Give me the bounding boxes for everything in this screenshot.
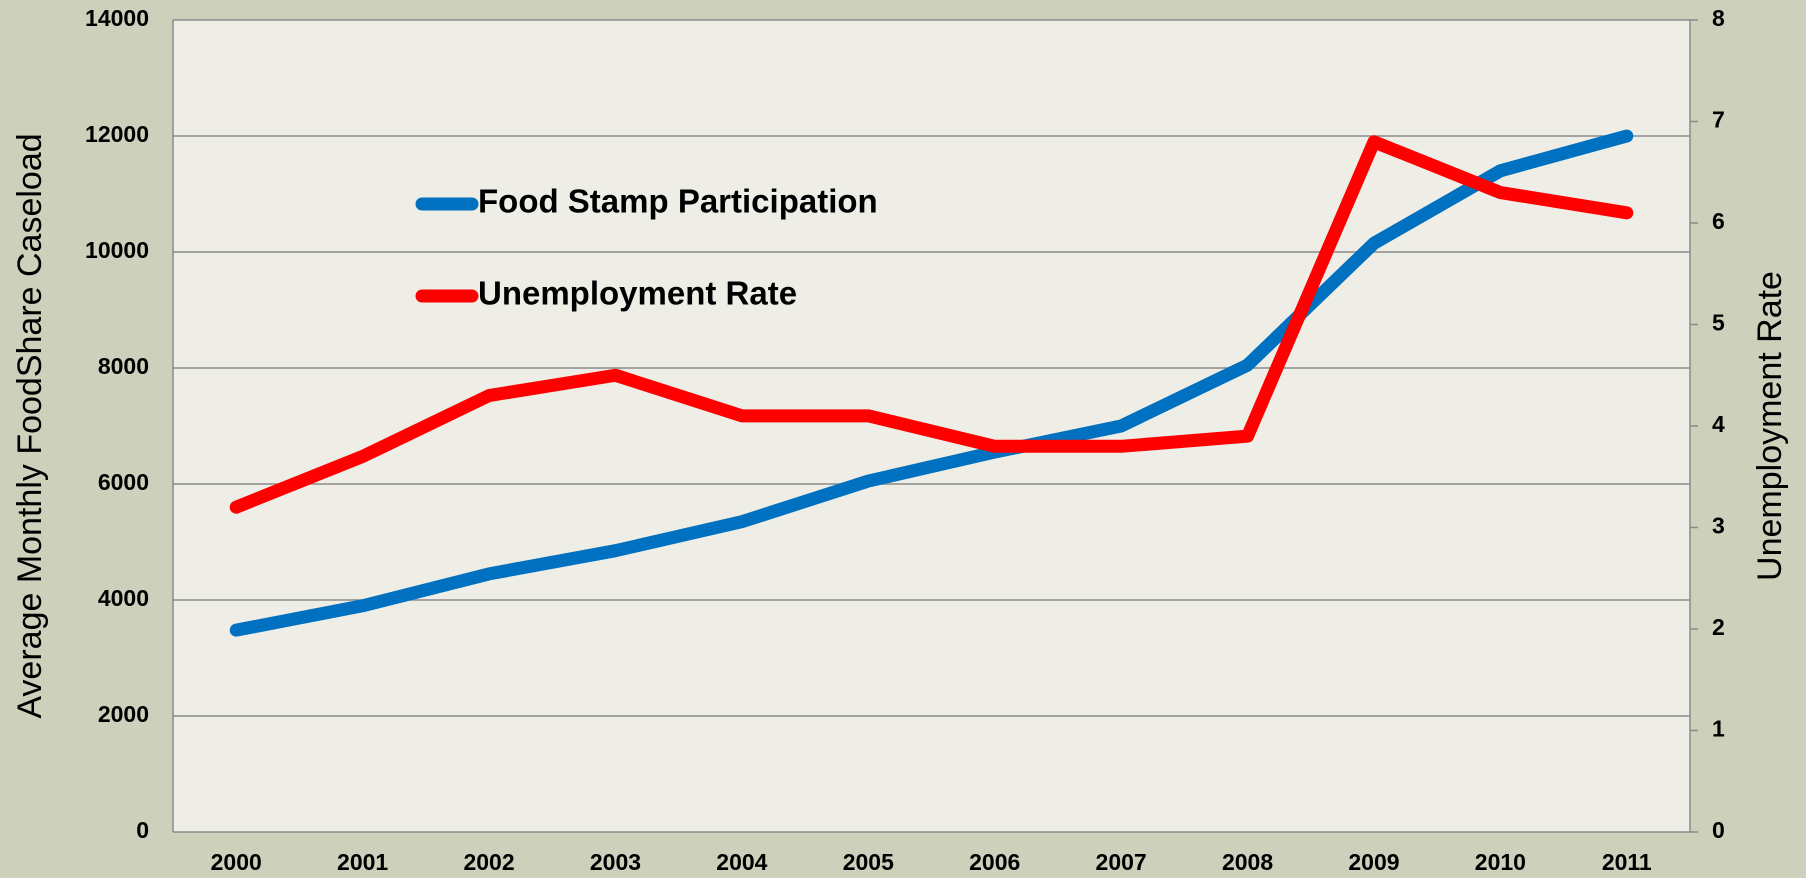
legend-label: Unemployment Rate [478,275,797,312]
y-axis-title: Average Monthly FoodShare Caseload [11,133,49,718]
x-tick-label: 2003 [590,849,641,875]
y2-tick-label: 1 [1712,716,1725,742]
x-tick-label: 2001 [337,849,388,875]
y2-axis-title: Unemployment Rate [1751,271,1789,581]
y-tick-label: 10000 [85,237,149,263]
y-tick-label: 14000 [85,5,149,31]
y2-tick-label: 3 [1712,513,1725,539]
y-tick-label: 4000 [98,585,149,611]
x-tick-label: 2002 [463,849,514,875]
y2-tick-label: 7 [1712,107,1725,133]
x-tick-label: 2006 [969,849,1020,875]
y2-tick-label: 8 [1712,5,1725,31]
legend-label: Food Stamp Participation [478,183,878,220]
y2-tick-label: 4 [1712,411,1725,437]
y-tick-label: 12000 [85,121,149,147]
series-line [229,129,1634,637]
y2-tick-label: 2 [1712,614,1725,640]
x-tick-label: 2007 [1096,849,1147,875]
x-tick-label: 2008 [1222,849,1273,875]
y-tick-label: 0 [136,817,149,843]
y-tick-label: 8000 [98,353,149,379]
y-tick-label: 6000 [98,469,149,495]
y2-tick-label: 5 [1712,310,1725,336]
x-tick-label: 2004 [716,849,767,875]
series-line [229,135,1634,514]
x-tick-label: 2010 [1475,849,1526,875]
y2-tick-label: 0 [1712,817,1725,843]
x-tick-label: 2011 [1602,849,1652,875]
x-tick-label: 2000 [211,849,262,875]
y2-tick-label: 6 [1712,208,1725,234]
x-tick-label: 2005 [843,849,894,875]
y-tick-label: 2000 [98,701,149,727]
x-tick-label: 2009 [1348,849,1399,875]
